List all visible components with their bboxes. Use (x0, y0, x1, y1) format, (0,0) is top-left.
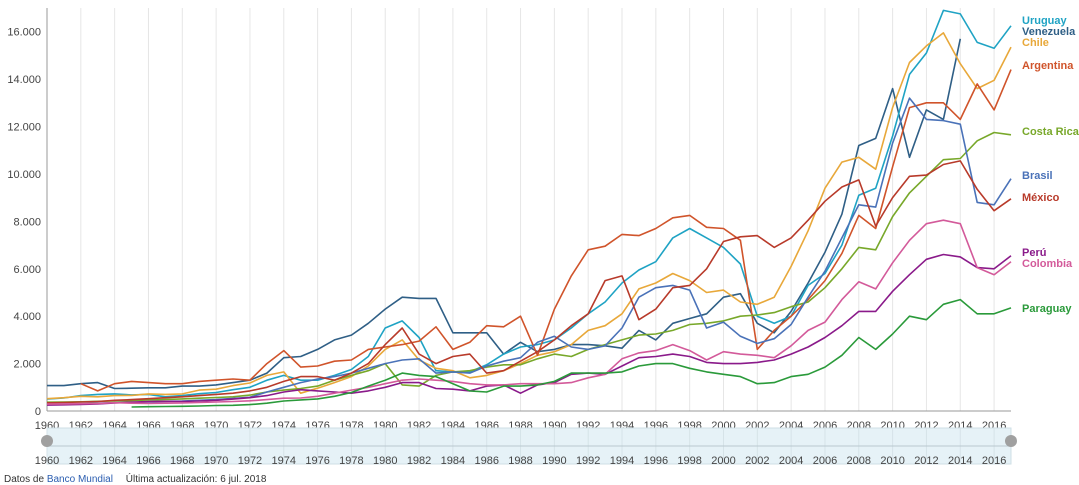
navigator-left-handle[interactable] (41, 435, 53, 447)
last-updated: Última actualización: 6 jul. 2018 (125, 474, 267, 485)
navigator-tick-label: 2000 (711, 455, 735, 467)
series-lines (46, 9, 1012, 408)
y-axis: 0 2.000 4.000 6.000 8.000 10.000 12.000 14.000 1… (7, 8, 48, 418)
navigator-tick-label: 1992 (576, 455, 600, 467)
navigator-tick-label: 2010 (880, 455, 904, 467)
series-line-paraguay (131, 298, 1012, 408)
navigator-tick-label: 1982 (407, 455, 431, 467)
series-label-peru: Perú (1022, 247, 1046, 259)
y-tick-label: 10.000 (7, 169, 41, 181)
navigator-tick-label: 1994 (610, 455, 634, 467)
navigator-tick-label: 1980 (373, 455, 397, 467)
series-line-colombia (46, 219, 1012, 405)
navigator-tick-label: 1988 (508, 455, 532, 467)
series-label-argentina: Argentina (1022, 60, 1074, 72)
navigator-tick-label: 1974 (272, 455, 296, 467)
series-line-mexico (46, 160, 1012, 404)
series-label-venezuela: Venezuela (1022, 26, 1076, 38)
navigator-tick-label: 1962 (69, 455, 93, 467)
series-label-paraguay: Paraguay (1022, 303, 1072, 315)
navigator-tick-label: 1978 (339, 455, 363, 467)
navigator-tick-label: 1972 (238, 455, 262, 467)
navigator-track[interactable]: 1960 1962 1964 1966 1968 1970 1972 1974 1976 1978… (35, 427, 1012, 467)
y-tick-label: 14.000 (7, 74, 41, 86)
y-tick-label: 12.000 (7, 122, 41, 134)
navigator-tick-label: 2004 (779, 455, 803, 467)
navigator-tick-label: 1960 (35, 455, 59, 467)
series-label-costa-rica: Costa Rica (1022, 126, 1079, 138)
footer-prefix: Datos de (4, 474, 45, 485)
navigator-tick-label: 1990 (542, 455, 566, 467)
navigator-tick-label: 2012 (914, 455, 938, 467)
navigator-tick-label: 1984 (441, 455, 465, 467)
y-tick-label: 0 (35, 406, 41, 418)
series-label-brasil: Brasil (1022, 170, 1053, 182)
series-line-uruguay (46, 9, 1012, 400)
y-tick-label: 2.000 (13, 359, 41, 371)
series-label-mexico: México (1022, 192, 1060, 204)
series-label-colombia: Colombia (1022, 258, 1073, 270)
series-line-venezuela (47, 38, 962, 390)
navigator-tick-label: 2006 (813, 455, 837, 467)
line-chart: 0 2.000 4.000 6.000 8.000 10.000 12.000 14.000 1… (7, 8, 1079, 467)
navigator-tick-label: 1976 (305, 455, 329, 467)
navigator-tick-label: 1966 (136, 455, 160, 467)
y-tick-label: 4.000 (13, 311, 41, 323)
y-tick-label: 8.000 (13, 216, 41, 228)
y-tick-label: 16.000 (7, 27, 41, 39)
navigator-tick-label: 1986 (474, 455, 498, 467)
series-line-brasil (47, 97, 1012, 405)
series-line-peru (46, 253, 1012, 406)
series-line-costa-rica (46, 131, 1012, 403)
navigator-tick-label: 2002 (745, 455, 769, 467)
navigator-tick-label: 1996 (644, 455, 668, 467)
navigator-tick-label: 1968 (170, 455, 194, 467)
navigator-tick-label: 1964 (102, 455, 126, 467)
source-link[interactable]: Banco Mundial (46, 474, 113, 485)
navigator-tick-label: 2016 (982, 455, 1006, 467)
series-line-chile (46, 32, 1012, 400)
navigator-tick-label: 2014 (948, 455, 972, 467)
series-label-uruguay: Uruguay (1022, 15, 1068, 27)
series-label-chile: Chile (1022, 37, 1049, 49)
grid-lines (46, 8, 995, 411)
series-line-argentina (80, 69, 1012, 392)
navigator-tick-label: 2008 (847, 455, 871, 467)
navigator-right-handle[interactable] (1005, 435, 1017, 447)
navigator-tick-label: 1998 (677, 455, 701, 467)
footer: Datos de Banco Mundial Última actualizac… (4, 474, 266, 485)
range-navigator[interactable]: 1960 1962 1964 1966 1968 1970 1972 1974 1976 1978… (35, 427, 1017, 467)
navigator-tick-label: 1970 (204, 455, 228, 467)
y-tick-label: 6.000 (13, 264, 41, 276)
